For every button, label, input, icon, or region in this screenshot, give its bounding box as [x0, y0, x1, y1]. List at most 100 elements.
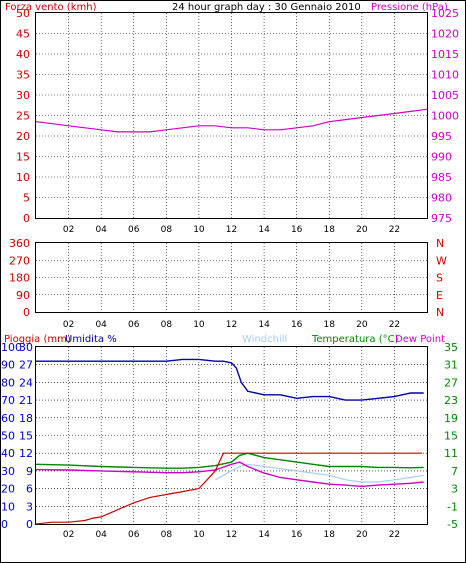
wind-speed-tick-label: 15 [16, 151, 30, 164]
wind-direction-tick-label: 90 [16, 289, 30, 302]
humidity-tick-label: 70 [1, 394, 15, 407]
wind-speed-tick-label: 45 [16, 28, 30, 41]
rain-tick-label: 30 [19, 341, 33, 354]
compass-letter: N [436, 306, 444, 319]
pressure-tick-label: 1025 [431, 7, 459, 20]
compass-letter: W [436, 254, 447, 267]
x-tick-label: 02 [63, 225, 74, 235]
humidity-line [36, 358, 424, 401]
wind-speed-tick-label: 20 [16, 130, 30, 143]
wind-speed-tick-label: 30 [16, 89, 30, 102]
windchill-label: Windchill [242, 334, 287, 345]
x-tick-label: 10 [193, 320, 205, 330]
x-tick-label: 20 [356, 225, 368, 235]
rain-tick-label: 3 [26, 500, 33, 513]
wind-pressure-series [35, 108, 428, 133]
rain-tick-label: 27 [19, 359, 33, 372]
humidity-tick-label: 0 [1, 518, 8, 531]
temperature-tick-label: 31 [444, 359, 458, 372]
x-tick-label: 06 [128, 225, 140, 235]
temperature-tick-label: 27 [444, 376, 458, 389]
x-tick-label: 04 [95, 530, 107, 540]
x-tick-label: 02 [63, 320, 74, 330]
x-tick-label: 18 [324, 530, 336, 540]
pressure-tick-label: 975 [431, 212, 452, 225]
x-tick-label: 08 [161, 530, 173, 540]
x-tick-label: 22 [389, 320, 400, 330]
pressure-tick-label: 985 [431, 171, 452, 184]
temperature-tick-label: 11 [444, 447, 458, 460]
x-tick-label: 06 [128, 320, 140, 330]
rain-tick-label: 15 [19, 430, 33, 443]
temperature-tick-label: 15 [444, 430, 458, 443]
x-tick-label: 22 [389, 530, 400, 540]
temperature-tick-label: -5 [447, 518, 458, 531]
x-tick-label: 14 [258, 320, 270, 330]
wind-pressure-x-ticks: 02 04 06 08 10 12 14 16 18 20 22 [63, 225, 400, 235]
humidity-tick-label: 80 [1, 376, 15, 389]
wind-speed-tick-label: 5 [23, 192, 30, 205]
temperature-tick-label: -1 [447, 500, 458, 513]
humidity-tick-label: 20 [1, 483, 15, 496]
humidity-tick-label: 100 [1, 341, 22, 354]
pressure-axis-title: Pressione (hPa) [371, 2, 448, 13]
temperature-tick-label: 19 [444, 412, 458, 425]
wind-direction-tick-label: 270 [9, 254, 30, 267]
compass-letter: S [436, 272, 443, 285]
pressure-line [35, 108, 428, 133]
humidity-tick-label: 60 [1, 412, 15, 425]
temperature-axis-title: Temperatura (°C) [311, 334, 399, 345]
pressure-tick-label: 1005 [431, 89, 459, 102]
humidity-tick-label: 90 [1, 359, 15, 372]
x-tick-label: 10 [193, 225, 205, 235]
x-tick-label: 12 [226, 320, 237, 330]
temperature-tick-label: 35 [444, 341, 458, 354]
rain-humidity-temp-series [35, 358, 424, 525]
rain-tick-label: 0 [26, 518, 33, 531]
x-tick-label: 16 [291, 225, 303, 235]
wind-direction-tick-label: 0 [23, 306, 30, 319]
rain-tick-label: 9 [26, 465, 33, 478]
pressure-tick-label: 980 [431, 192, 452, 205]
dewpoint-label: Dew Point [395, 334, 445, 345]
humidity-axis-title: Umidita % [65, 334, 117, 345]
wind-pressure-grid [36, 13, 427, 218]
pressure-tick-label: 1020 [431, 28, 459, 41]
temperature-tick-label: 3 [451, 483, 458, 496]
x-tick-label: 08 [161, 225, 173, 235]
x-tick-label: 04 [95, 320, 107, 330]
x-tick-label: 18 [324, 225, 336, 235]
rain-tick-label: 18 [19, 412, 33, 425]
x-tick-label: 16 [291, 530, 303, 540]
wind-pressure-panel: Forza vento (kmh) 24 hour graph day : 30… [5, 2, 459, 235]
wind-speed-tick-label: 40 [16, 48, 30, 61]
wind-direction-grid [36, 243, 427, 312]
x-tick-label: 14 [258, 530, 270, 540]
x-tick-label: 08 [161, 320, 173, 330]
compass-letter: E [436, 289, 443, 302]
rain-tick-label: 6 [26, 483, 33, 496]
rain-tick-label: 24 [19, 376, 33, 389]
rain-axis-title: Pioggia (mm) [4, 334, 71, 345]
humidity-tick-label: 30 [1, 465, 15, 478]
wind-speed-ticks: 0 5 10 15 20 25 30 35 40 45 50 [16, 7, 30, 225]
temperature-line [35, 452, 424, 469]
x-tick-label: 14 [258, 225, 270, 235]
humidity-tick-label: 40 [1, 447, 15, 460]
wind-speed-tick-label: 25 [16, 110, 30, 123]
rain-line [35, 452, 423, 525]
pressure-tick-label: 995 [431, 130, 452, 143]
temperature-tick-label: 23 [444, 394, 458, 407]
humidity-tick-label: 50 [1, 430, 15, 443]
wind-speed-tick-label: 50 [16, 7, 30, 20]
pressure-tick-label: 990 [431, 151, 452, 164]
windchill-line [214, 463, 424, 483]
rain-tick-label: 21 [19, 394, 33, 407]
temperature-tick-label: 7 [451, 465, 458, 478]
dewpoint-line [35, 461, 424, 488]
humidity-tick-label: 10 [1, 500, 15, 513]
wind-speed-axis-title: Forza vento (kmh) [5, 2, 97, 13]
wind-direction-tick-label: 180 [9, 272, 30, 285]
